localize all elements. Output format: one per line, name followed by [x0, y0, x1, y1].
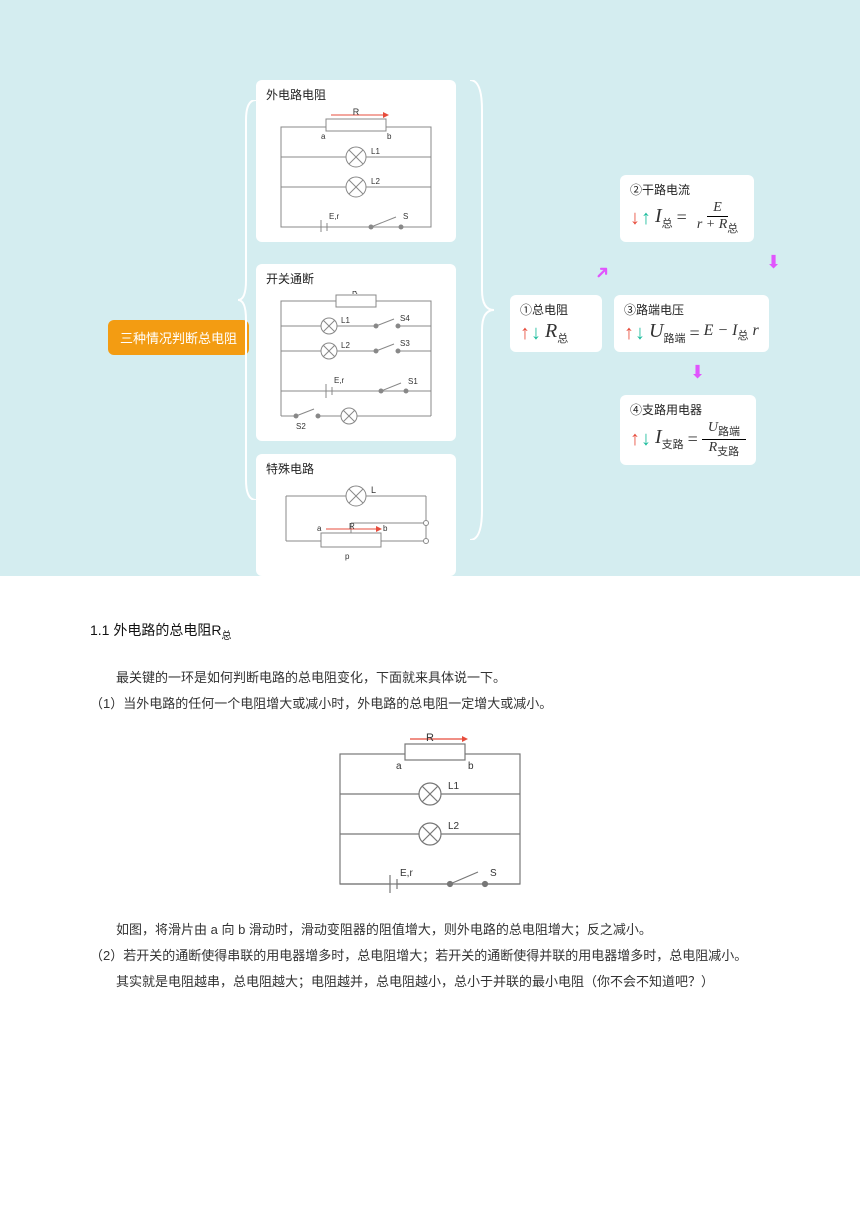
svg-text:S: S — [490, 868, 497, 879]
svg-text:R: R — [349, 522, 355, 531]
arrow-up-icon: ↑ — [641, 208, 651, 228]
paragraph: 最关键的一环是如何判断电路的总电阻变化，下面就来具体说一下。 — [90, 665, 770, 691]
brace-left — [238, 100, 258, 500]
circuit-label: 开关通断 — [266, 270, 446, 287]
circuit-card-special: 特殊电路 L R a b p — [256, 454, 456, 576]
circuit-diagram-inline: R a b L1 L2 E,r S — [310, 729, 550, 899]
svg-text:L2: L2 — [371, 177, 380, 186]
svg-text:S4: S4 — [400, 314, 410, 323]
svg-text:L: L — [371, 485, 376, 495]
arrow-down-icon: ↓ — [630, 208, 640, 228]
circuit-label: 特殊电路 — [266, 460, 446, 477]
circuit-diagram-2: R L1 S4 L2 S3 E,r S1 S2 — [266, 291, 446, 431]
formula-terminal-voltage: ③路端电压 ↑↓ U路端 = E − I总 r — [614, 295, 769, 352]
circuit-card-external-resistance: 外电路电阻 R a b L1 — [256, 80, 456, 242]
concept-diagram: 三种情况判断总电阻 外电路电阻 — [0, 0, 860, 576]
svg-text:L1: L1 — [371, 147, 380, 156]
formula-total-resistance: ①总电阻 ↑↓ R总 — [510, 295, 602, 352]
arrow-down-icon: ↓ — [635, 323, 645, 343]
figure-circuit: R a b L1 L2 E,r S — [90, 729, 770, 899]
svg-text:E,r: E,r — [400, 868, 413, 879]
svg-text:L1: L1 — [448, 781, 460, 792]
paragraph: （1）当外电路的任何一个电阻增大或减小时，外电路的总电阻一定增大或减小。 — [90, 691, 770, 717]
connector-arrow-icon: ⬇ — [766, 252, 781, 273]
svg-text:p: p — [345, 552, 350, 561]
arrow-down-icon: ↓ — [531, 323, 541, 343]
svg-text:E,r: E,r — [329, 212, 340, 221]
svg-text:b: b — [383, 524, 388, 533]
svg-text:a: a — [321, 132, 326, 141]
svg-text:R: R — [352, 291, 358, 296]
svg-text:L2: L2 — [341, 341, 350, 350]
svg-text:b: b — [468, 761, 474, 772]
paragraph: （2）若开关的通断使得串联的用电器增多时，总电阻增大；若开关的通断使得并联的用电… — [90, 943, 770, 969]
svg-text:a: a — [396, 761, 402, 772]
paragraph: 其实就是电阻越串，总电阻越大；电阻越并，总电阻越小，总小于并联的最小电阻（你不会… — [90, 969, 770, 995]
circuit-label: 外电路电阻 — [266, 86, 446, 103]
svg-text:L1: L1 — [341, 316, 350, 325]
svg-text:E,r: E,r — [334, 376, 345, 385]
circuit-diagram-1: R a b L1 L2 E,r S — [271, 107, 441, 232]
svg-text:R: R — [353, 107, 360, 117]
arrow-up-icon: ↑ — [624, 323, 634, 343]
svg-text:S3: S3 — [400, 339, 410, 348]
svg-text:S2: S2 — [296, 422, 306, 431]
circuit-diagram-3: L R a b p — [271, 481, 441, 566]
connector-arrow-icon: ➜ — [590, 260, 616, 286]
arrow-up-icon: ↑ — [630, 429, 640, 449]
circuit-card-switch: 开关通断 R L1 S4 L2 — [256, 264, 456, 441]
svg-text:S1: S1 — [408, 377, 418, 386]
arrow-down-icon: ↓ — [641, 429, 651, 449]
paragraph: 如图，将滑片由 a 向 b 滑动时，滑动变阻器的阻值增大，则外电路的总电阻增大；… — [90, 917, 770, 943]
formula-branch-current: ④支路用电器 ↑↓ I支路 = U路端 R支路 — [620, 395, 756, 465]
svg-text:a: a — [317, 524, 322, 533]
svg-text:R: R — [426, 732, 434, 744]
content-body: 1.1 外电路的总电阻R总 最关键的一环是如何判断电路的总电阻变化，下面就来具体… — [0, 616, 860, 1035]
brace-right — [468, 80, 498, 540]
svg-text:L2: L2 — [448, 821, 460, 832]
svg-text:S: S — [403, 212, 408, 221]
arrow-up-icon: ↑ — [520, 323, 530, 343]
svg-text:b: b — [387, 132, 392, 141]
formula-main-current: ②干路电流 ↓↑ I总 = E r + R总 — [620, 175, 754, 242]
root-node: 三种情况判断总电阻 — [108, 320, 249, 355]
connector-arrow-icon: ⬇ — [690, 362, 705, 383]
heading-1-1: 1.1 外电路的总电阻R总 — [90, 616, 770, 647]
